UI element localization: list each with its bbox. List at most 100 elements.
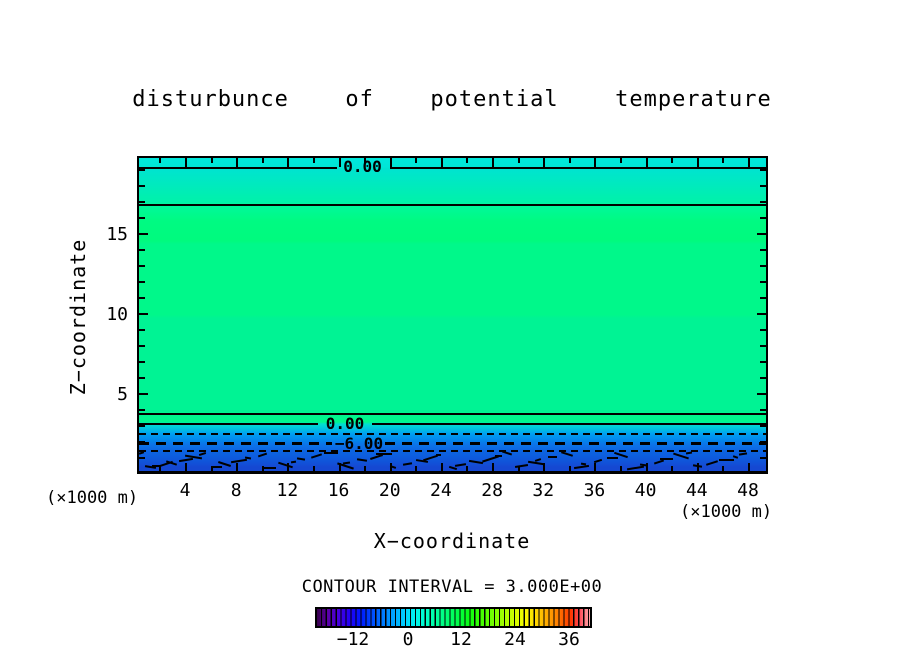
x-major-tick-top — [543, 158, 546, 167]
x-major-tick-top — [236, 158, 239, 167]
x-unit-label-right: (×1000 m) — [680, 502, 773, 522]
contour-noise-fragment — [435, 454, 441, 456]
x-minor-tick-bottom — [210, 466, 213, 471]
x-minor-tick-bottom — [466, 466, 469, 471]
x-major-tick-top — [185, 158, 187, 167]
x-minor-tick-bottom — [620, 466, 623, 471]
x-minor-tick-top — [568, 158, 571, 163]
z-minor-tick-right — [760, 185, 766, 187]
z-minor-tick-right — [760, 297, 766, 299]
z-minor-tick-right — [760, 377, 766, 379]
x-minor-tick-top — [415, 158, 418, 163]
contour-noise-fragment — [402, 462, 412, 466]
x-major-tick-bottom — [440, 463, 443, 471]
contour-noise-fragment — [310, 453, 322, 459]
contour-noise-fragment — [231, 458, 248, 464]
z-major-tick-left — [139, 393, 148, 395]
x-minor-tick-top — [517, 158, 520, 163]
x-minor-tick-bottom — [415, 466, 418, 471]
contour-label: 0.00 — [343, 158, 382, 176]
colorbar-tick-label: 12 — [450, 629, 472, 650]
contour-line-solid — [390, 167, 766, 169]
x-minor-tick-top — [620, 158, 623, 163]
contour-line-solid — [139, 423, 318, 425]
contour-noise-fragment — [290, 460, 297, 464]
z-minor-tick-right — [760, 281, 766, 283]
z-major-tick-right — [757, 313, 766, 315]
x-minor-tick-top — [210, 158, 213, 163]
contour-line-solid — [139, 413, 766, 415]
z-minor-tick-left — [139, 201, 145, 203]
z-minor-tick-right — [760, 201, 766, 203]
x-minor-tick-top — [261, 158, 264, 163]
contour-noise-fragment — [139, 451, 145, 455]
z-minor-tick-left — [139, 185, 145, 187]
x-major-tick-bottom — [185, 463, 187, 471]
contour-noise-fragment — [574, 464, 590, 470]
z-major-tick-right — [757, 393, 766, 395]
contour-noise-fragment — [198, 451, 206, 457]
z-major-tick-right — [757, 233, 766, 235]
contour-noise-fragment — [264, 467, 277, 469]
z-minor-tick-left — [139, 425, 145, 427]
x-tick-label: 4 — [179, 480, 191, 501]
z-minor-tick-left — [139, 345, 145, 347]
contour-noise-fragment — [719, 459, 735, 461]
x-major-tick-bottom — [696, 463, 699, 471]
colorbar-tick-label: 0 — [402, 629, 414, 650]
x-minor-tick-bottom — [722, 466, 725, 471]
z-major-tick-left — [139, 233, 148, 235]
chart-title: disturbunce of potential temperature — [132, 87, 772, 112]
z-minor-tick-left — [139, 249, 145, 251]
contour-line-dashed — [139, 433, 766, 435]
x-tick-label: 28 — [481, 480, 503, 501]
x-tick-label: 12 — [276, 480, 299, 501]
z-minor-tick-left — [139, 329, 145, 331]
contour-line-solid — [139, 167, 337, 169]
contour-noise-fragment — [561, 451, 574, 457]
z-minor-tick-right — [760, 409, 766, 411]
x-tick-label: 44 — [685, 480, 708, 501]
contour-line-solid — [139, 204, 766, 206]
x-tick-label: 32 — [532, 480, 555, 501]
contour-noise-fragment — [343, 461, 351, 465]
z-minor-tick-left — [139, 457, 145, 459]
z-minor-tick-left — [139, 377, 145, 379]
z-tick-label: 5 — [117, 384, 128, 405]
z-minor-tick-right — [760, 265, 766, 267]
x-major-tick-bottom — [594, 463, 597, 471]
contour-noise-fragment — [257, 452, 268, 458]
contour-noise-fragment — [468, 459, 483, 465]
contour-line-solid — [372, 423, 766, 425]
contour-noise-fragment — [455, 463, 467, 467]
x-minor-tick-top — [159, 158, 162, 163]
z-minor-tick-left — [139, 169, 145, 171]
x-major-tick-top — [747, 158, 750, 167]
x-tick-label: 24 — [430, 480, 452, 501]
z-tick-label: 10 — [106, 304, 128, 325]
contour-noise-fragment — [547, 456, 557, 458]
x-major-tick-top — [389, 158, 392, 167]
x-major-tick-top — [696, 158, 699, 167]
contour-noise-fragment — [659, 458, 673, 460]
contour-noise-fragment — [356, 458, 367, 462]
x-minor-tick-bottom — [364, 466, 367, 471]
contour-label: −6.00 — [334, 434, 384, 453]
contour-interval-caption: CONTOUR INTERVAL = 3.000E+00 — [301, 577, 603, 597]
contour-line-dashed — [139, 450, 766, 452]
x-minor-tick-top — [312, 158, 315, 163]
z-minor-tick-right — [760, 329, 766, 331]
plot-area: 0.00 0.00 −6.00 — [139, 158, 766, 471]
contour-noise-fragment — [178, 457, 193, 463]
x-minor-tick-bottom — [159, 466, 162, 471]
x-major-tick-bottom — [389, 463, 392, 471]
x-tick-label: 20 — [378, 480, 401, 501]
x-major-tick-top — [287, 158, 290, 167]
colorbar-tick-label: 36 — [558, 629, 580, 650]
z-minor-tick-right — [760, 457, 766, 459]
x-major-tick-bottom — [492, 463, 495, 471]
x-minor-tick-top — [466, 158, 469, 163]
contour-noise-fragment — [686, 451, 693, 455]
colorbar-tick-label: 24 — [504, 629, 526, 650]
x-minor-tick-top — [722, 158, 725, 163]
